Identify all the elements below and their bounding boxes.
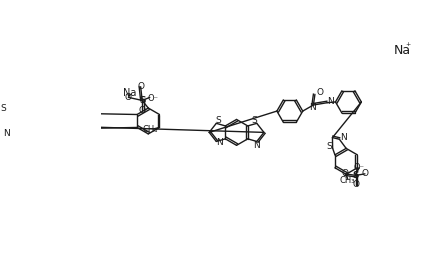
Text: N: N: [340, 133, 346, 142]
Text: S: S: [0, 104, 6, 113]
Text: S: S: [216, 116, 222, 125]
Text: S: S: [139, 96, 146, 105]
Text: N: N: [216, 139, 222, 148]
Text: CH₃: CH₃: [340, 176, 355, 185]
Text: Na: Na: [124, 88, 137, 98]
Text: S: S: [352, 171, 359, 180]
Text: O: O: [125, 93, 132, 102]
Text: Na: Na: [394, 44, 411, 57]
Text: O⁻: O⁻: [353, 163, 364, 172]
Text: O: O: [352, 180, 359, 189]
Text: N: N: [3, 129, 9, 137]
Text: S: S: [327, 142, 332, 151]
Text: O: O: [137, 82, 144, 91]
Text: CH₃: CH₃: [143, 125, 158, 134]
Text: O: O: [316, 88, 323, 97]
Text: O: O: [361, 169, 368, 178]
Text: N: N: [309, 103, 316, 112]
Text: O: O: [342, 169, 349, 178]
Text: N: N: [253, 141, 259, 150]
Text: ⁺: ⁺: [406, 42, 411, 52]
Text: N: N: [327, 97, 333, 106]
Text: S: S: [252, 116, 258, 125]
Text: O: O: [139, 106, 146, 115]
Text: O⁻: O⁻: [147, 94, 158, 103]
